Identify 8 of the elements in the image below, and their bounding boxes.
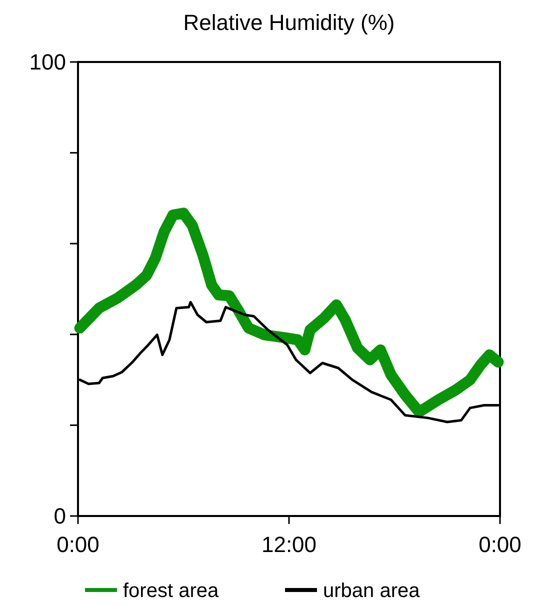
y-tick-label: 0	[54, 504, 66, 529]
y-tick-label: 100	[29, 50, 66, 75]
legend-label: urban area	[323, 580, 421, 602]
chart-title: Relative Humidity (%)	[183, 10, 395, 35]
x-tick-label: 12:00	[261, 532, 317, 557]
legend-label: forest area	[123, 580, 220, 602]
x-tick-label: 0:00	[478, 532, 522, 557]
x-tick-label: 0:00	[56, 532, 100, 557]
